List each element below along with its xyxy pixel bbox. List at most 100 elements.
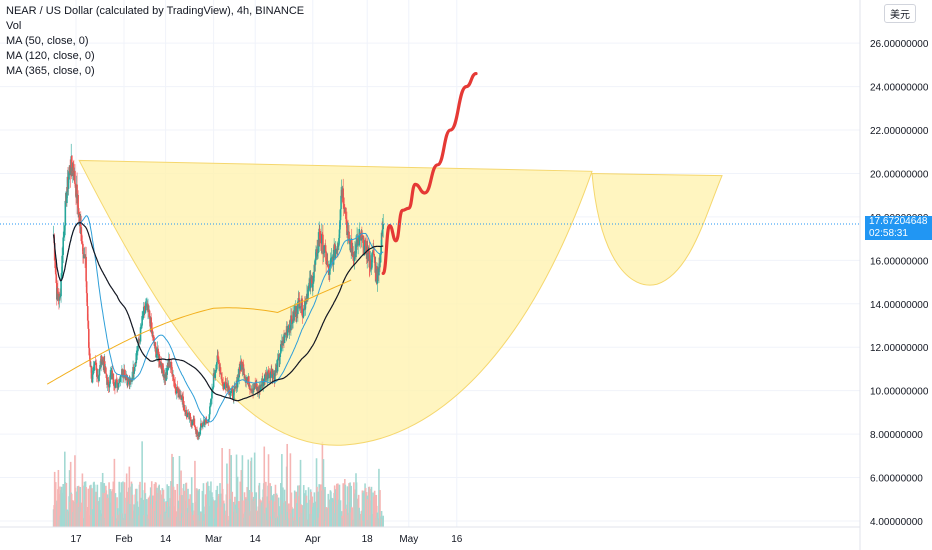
candle-body [231,388,234,391]
candle-body [193,418,196,426]
candle-body [220,373,223,379]
candle-body [76,184,78,204]
candle-body [363,245,366,255]
candle-body [312,277,315,284]
candle-body [208,414,211,420]
candle-body [266,374,269,380]
currency-button[interactable]: 美元 [884,4,916,23]
candle-body [203,422,206,425]
volume-bar [281,454,283,527]
candle-body [272,373,274,379]
candle-body [296,313,298,316]
candle-body [364,240,366,246]
volume-bar [296,503,298,527]
candle-body [340,195,342,210]
candle-body [85,256,87,282]
volume-bar [131,494,134,527]
candle-body [90,366,93,379]
candle-body [224,382,227,384]
price-tick-label: 8.00000000 [870,430,923,441]
volume-bar [150,481,153,527]
candle-body [69,165,71,174]
candle-body [380,232,383,247]
volume-bar [339,500,342,527]
candle-body [54,268,57,275]
candle-body [56,288,59,300]
candle-body [334,250,336,259]
volume-bar [153,483,156,527]
candle-body [80,227,83,242]
volume-bar [256,510,258,527]
candle-body [283,333,286,343]
candle-body [290,315,293,320]
volume-bar [299,459,302,527]
volume-bar [77,485,80,527]
candle-body [212,387,214,389]
candle-body [196,429,198,435]
candle-body [121,369,124,377]
legend-ma365[interactable]: MA (365, close, 0) [6,65,95,77]
candle-body [291,322,294,324]
candle-body [321,233,324,235]
volume-bar [333,485,336,527]
candle-body [348,231,350,244]
candle-body [114,382,117,388]
candle-body [320,243,323,245]
candle-body [305,298,307,305]
time-tick-label: 16 [451,534,463,545]
candle-body [361,233,363,238]
price-axis[interactable]: 26.00000000 24.00000000 22.00000000 20.0000… [859,0,929,550]
candle-body [54,260,56,269]
candle-body [169,366,172,368]
candle-body [160,363,163,368]
candle-body [301,298,303,316]
candle-body [178,388,180,398]
candle-body [62,237,64,255]
candle-body [238,367,240,378]
candle-body [213,374,216,377]
candle-body [214,372,216,375]
legend-ma120[interactable]: MA (120, close, 0) [6,50,95,62]
candle-body [234,386,236,388]
volume-bar [362,492,364,527]
volume-bar [288,503,290,527]
volume-bar [145,499,148,527]
volume-bar [235,454,238,527]
candle-body [302,316,304,318]
price-tick-label: 14.00000000 [870,300,929,311]
time-axis[interactable]: 17 Feb 14 Mar 14 Apr 18 May 16 [0,526,860,545]
legend-ma50[interactable]: MA (50, close, 0) [6,35,89,47]
projection-path[interactable] [381,71,478,275]
volume-bar [254,498,256,527]
volume-bar [380,511,383,527]
candle-body [138,338,140,342]
volume-bar [364,487,367,527]
volume-bar [141,490,144,527]
volume-bar [141,441,143,527]
candle-body [150,326,153,330]
volume-bar [318,484,320,527]
legend-symbol-title[interactable]: NEAR / US Dollar (calculated by TradingV… [6,5,305,17]
candle-body [96,368,98,377]
candle-body [336,246,339,252]
volume-bar [122,481,124,527]
candle-body [89,361,92,367]
candle-body [274,370,276,382]
volume-bar [87,488,90,527]
candle-body [115,379,117,383]
candle-body [372,250,375,255]
candle-body [82,243,84,255]
legend-volume[interactable]: Vol [6,20,22,32]
projection-line [381,71,478,275]
price-tick-label: 16.00000000 [870,256,929,267]
candle-body [171,373,174,376]
candle-body [209,406,211,415]
volume-bar [100,482,102,527]
candle-body [364,240,367,242]
candle-body [77,195,79,209]
cup-and-handle-drawing[interactable] [78,159,723,446]
candle-body [136,350,139,353]
candle-body [176,386,179,392]
volume-bar [201,490,204,527]
